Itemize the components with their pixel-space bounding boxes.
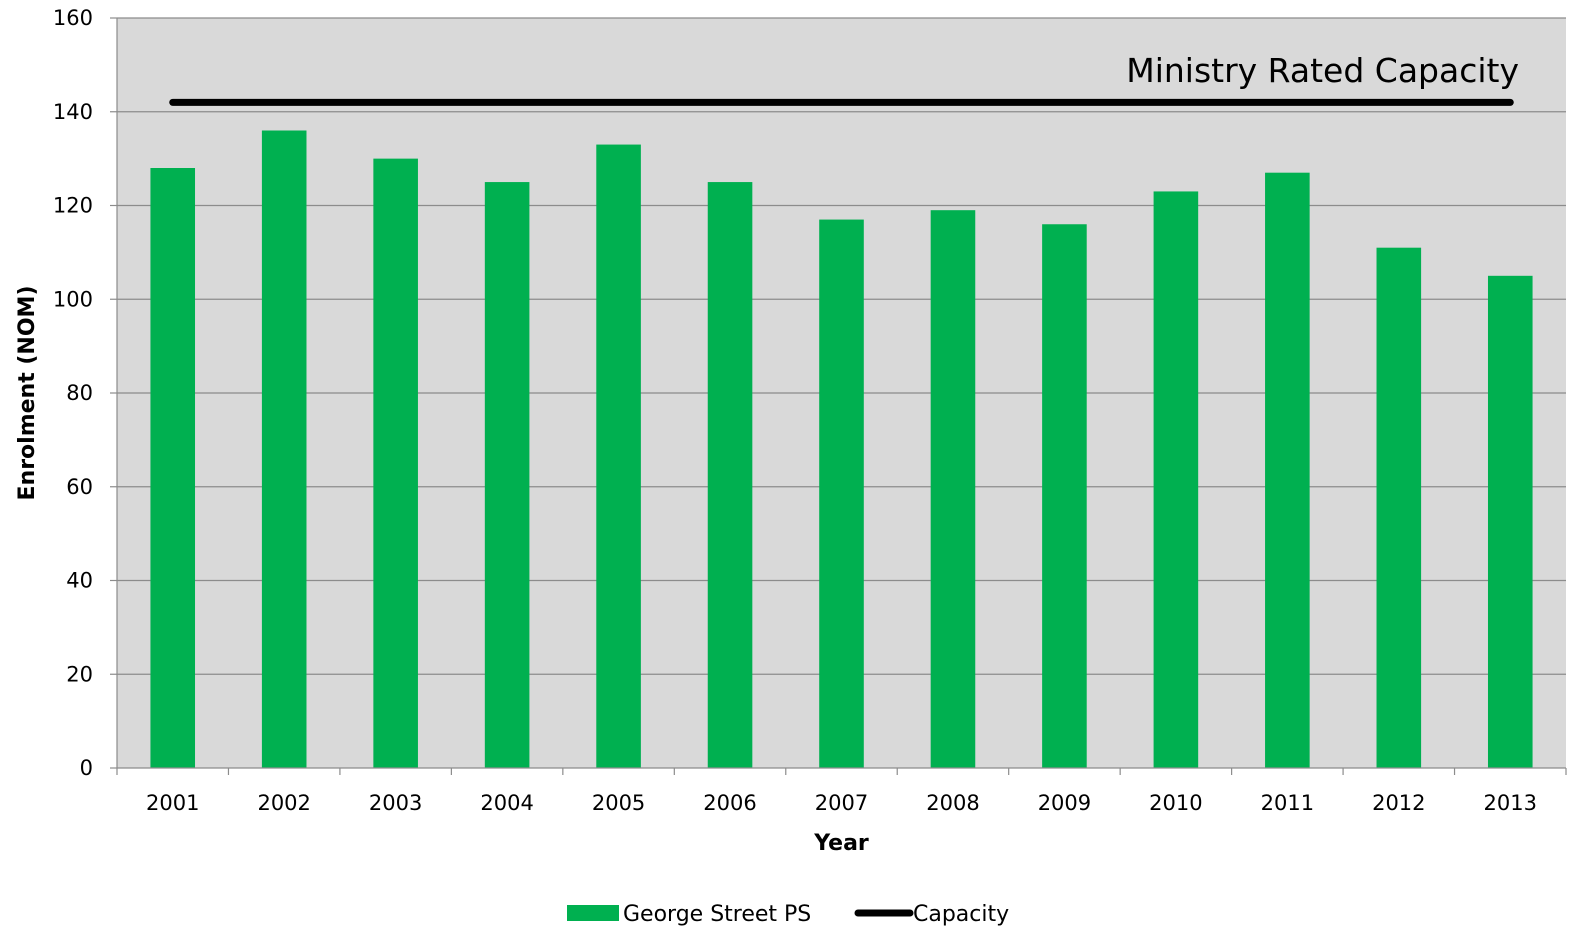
bar-2008 xyxy=(930,210,976,768)
y-tick-label: 120 xyxy=(53,194,93,218)
x-tick-label: 2002 xyxy=(257,791,310,815)
bar-2006 xyxy=(707,182,753,768)
bar-2001 xyxy=(150,168,196,768)
x-tick-label: 2006 xyxy=(703,791,756,815)
bar-2011 xyxy=(1265,172,1310,768)
bar-2007 xyxy=(819,219,864,768)
y-tick-label: 20 xyxy=(66,662,93,686)
bar-2010 xyxy=(1153,191,1199,768)
y-axis-title: Enrolment (NOM) xyxy=(15,286,40,501)
x-tick-label: 2013 xyxy=(1484,791,1537,815)
axes: 0 20 40 60 80 100 120 140 160 2001 2002 2003 2004 200… xyxy=(53,6,1567,815)
x-axis-title: Year xyxy=(813,831,869,856)
x-tick-label: 2009 xyxy=(1038,791,1091,815)
y-tick-label: 60 xyxy=(66,475,93,499)
y-tick-label: 140 xyxy=(53,100,93,124)
bar-2005 xyxy=(596,144,641,768)
y-tick-label: 160 xyxy=(53,6,93,30)
y-tick-label: 100 xyxy=(53,287,93,311)
x-tick-label: 2005 xyxy=(592,791,645,815)
x-tick-label: 2010 xyxy=(1149,791,1202,815)
y-tick-label: 0 xyxy=(80,756,93,780)
bar-2012 xyxy=(1376,247,1422,768)
bars xyxy=(150,130,1533,768)
legend-label-george-street-ps: George Street PS xyxy=(623,902,811,927)
x-tick-label: 2003 xyxy=(369,791,422,815)
bar-2004 xyxy=(484,182,530,768)
bar-2013 xyxy=(1487,275,1533,768)
legend: George Street PS Capacity xyxy=(567,902,1009,927)
capacity-annotation: Ministry Rated Capacity xyxy=(1126,51,1519,90)
bar-2003 xyxy=(373,158,418,768)
x-tick-label: 2001 xyxy=(146,791,199,815)
x-tick-label: 2008 xyxy=(926,791,979,815)
y-tick-label: 80 xyxy=(66,381,93,405)
x-tick-label: 2012 xyxy=(1372,791,1425,815)
bar-2002 xyxy=(261,130,307,768)
x-tick-label: 2007 xyxy=(815,791,868,815)
x-tick-label: 2004 xyxy=(480,791,533,815)
x-tick-label: 2011 xyxy=(1261,791,1314,815)
y-tick-label: 40 xyxy=(66,569,93,593)
legend-swatch-george-street-ps xyxy=(567,905,619,921)
bar-2009 xyxy=(1042,224,1087,768)
legend-label-capacity: Capacity xyxy=(913,902,1009,927)
